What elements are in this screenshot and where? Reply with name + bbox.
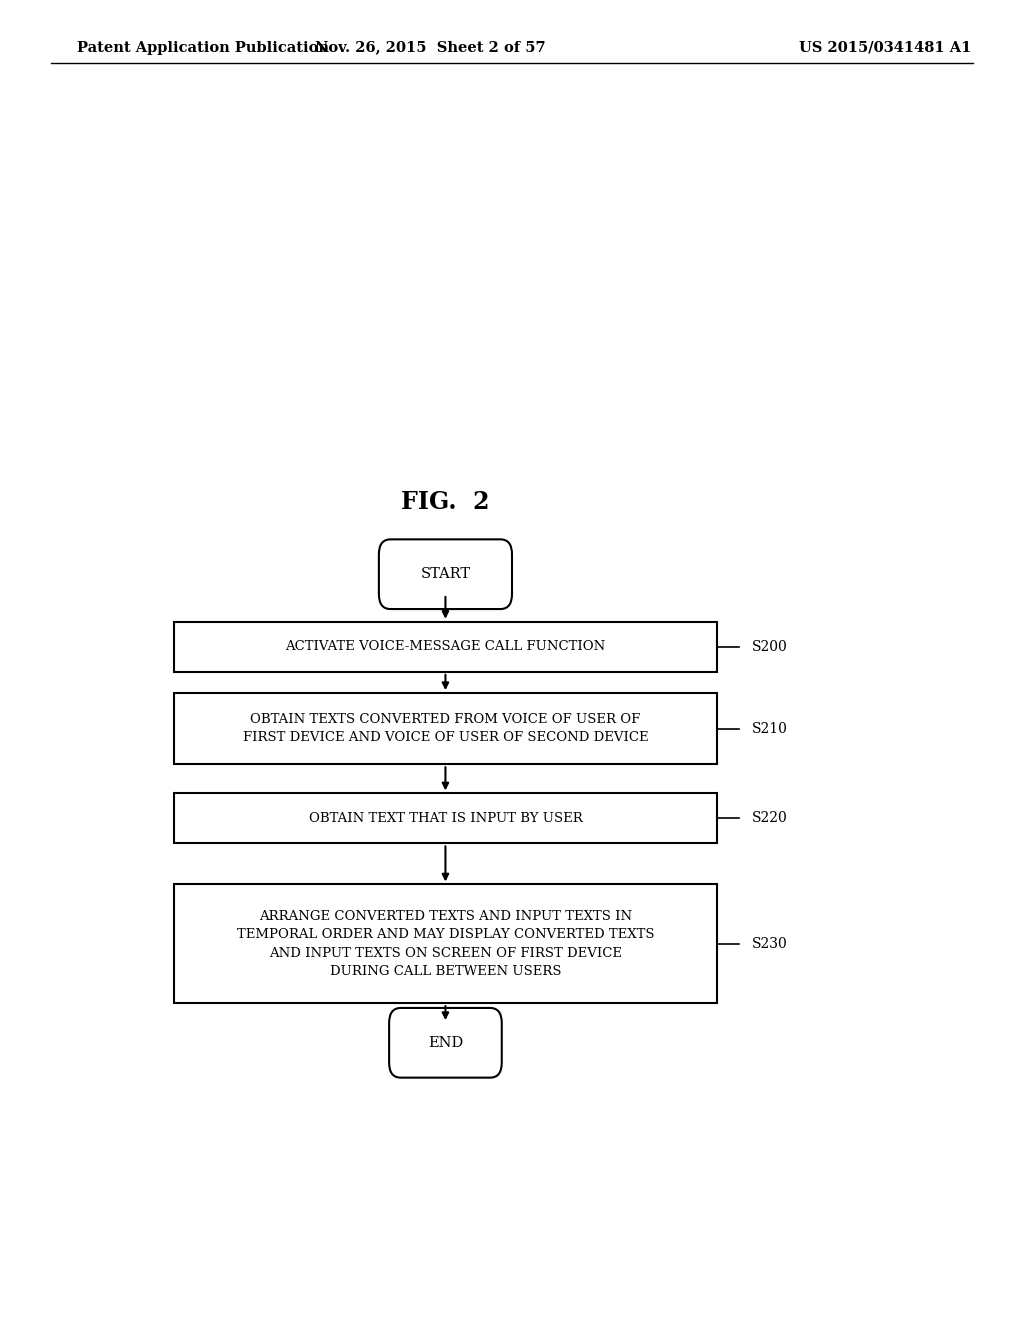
Text: END: END	[428, 1036, 463, 1049]
FancyBboxPatch shape	[389, 1008, 502, 1077]
Text: S230: S230	[752, 937, 787, 950]
Text: OBTAIN TEXTS CONVERTED FROM VOICE OF USER OF
FIRST DEVICE AND VOICE OF USER OF S: OBTAIN TEXTS CONVERTED FROM VOICE OF USE…	[243, 713, 648, 744]
Bar	[174, 793, 717, 843]
Bar	[174, 693, 717, 764]
Text: Patent Application Publication: Patent Application Publication	[77, 41, 329, 54]
Text: S210: S210	[752, 722, 787, 735]
Text: US 2015/0341481 A1: US 2015/0341481 A1	[799, 41, 971, 54]
Bar	[174, 622, 717, 672]
Text: Nov. 26, 2015  Sheet 2 of 57: Nov. 26, 2015 Sheet 2 of 57	[314, 41, 546, 54]
Text: ACTIVATE VOICE-MESSAGE CALL FUNCTION: ACTIVATE VOICE-MESSAGE CALL FUNCTION	[286, 640, 605, 653]
Text: OBTAIN TEXT THAT IS INPUT BY USER: OBTAIN TEXT THAT IS INPUT BY USER	[308, 812, 583, 825]
Text: S220: S220	[752, 812, 787, 825]
Text: ARRANGE CONVERTED TEXTS AND INPUT TEXTS IN
TEMPORAL ORDER AND MAY DISPLAY CONVER: ARRANGE CONVERTED TEXTS AND INPUT TEXTS …	[237, 909, 654, 978]
FancyBboxPatch shape	[379, 540, 512, 609]
Text: FIG.  2: FIG. 2	[401, 490, 489, 513]
Text: S200: S200	[752, 640, 787, 653]
Text: START: START	[421, 568, 470, 581]
Bar	[174, 884, 717, 1003]
